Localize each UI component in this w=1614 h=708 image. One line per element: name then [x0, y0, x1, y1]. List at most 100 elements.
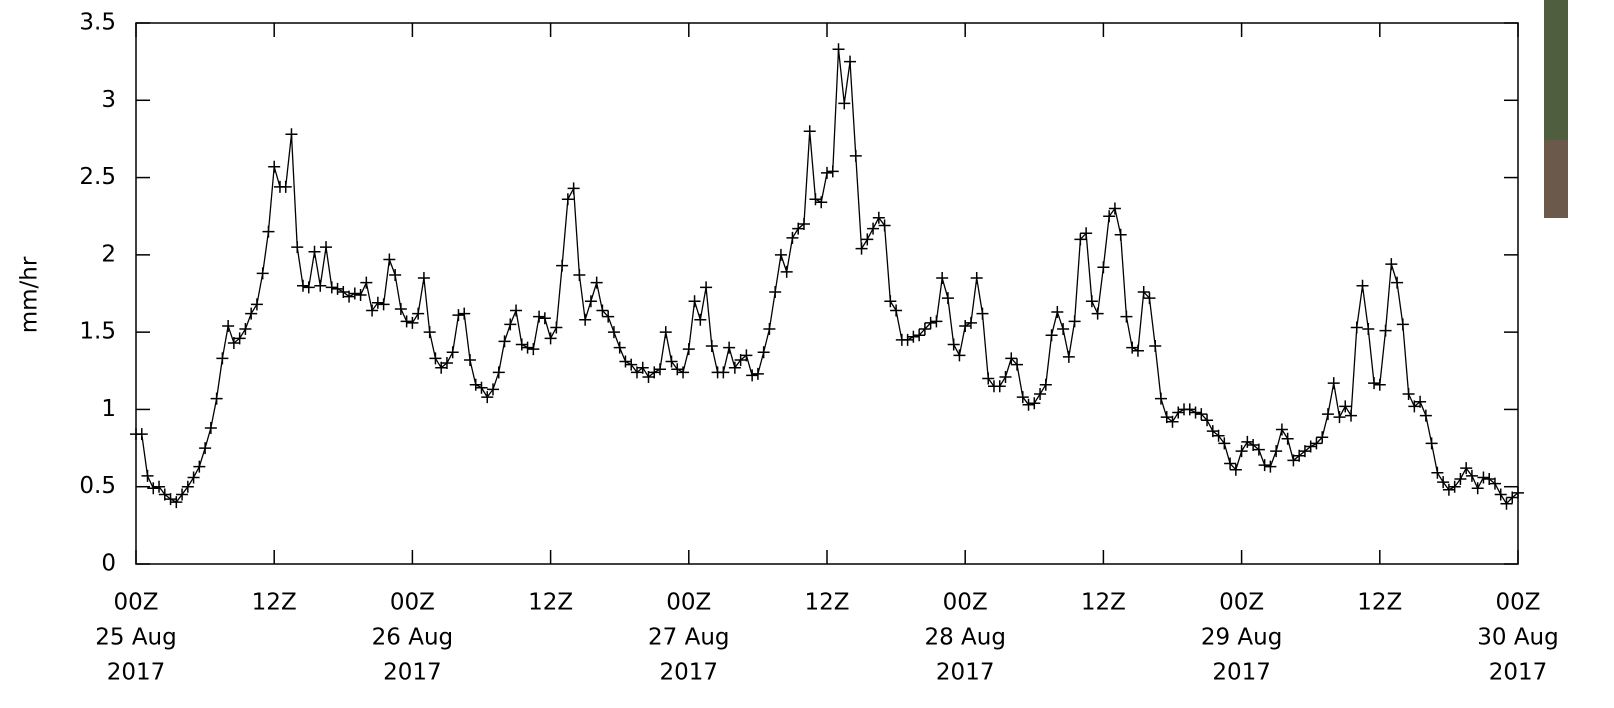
data-point — [964, 316, 977, 329]
data-point — [153, 480, 166, 493]
data-point — [1471, 482, 1484, 495]
data-point — [659, 326, 672, 339]
data-point — [878, 219, 891, 232]
x-tick-label: 00Z — [666, 590, 711, 616]
x-tick-label: 12Z — [1081, 590, 1126, 616]
data-point — [176, 488, 189, 501]
data-point — [1051, 306, 1064, 319]
data-point — [1345, 409, 1358, 422]
data-point — [625, 358, 638, 371]
data-point — [976, 307, 989, 320]
y-tick-label: 1 — [101, 396, 116, 422]
data-point — [1062, 350, 1075, 363]
data-point — [671, 363, 684, 376]
data-point — [884, 295, 897, 308]
data-point — [1011, 358, 1024, 371]
data-point — [1477, 471, 1490, 484]
data-point — [619, 355, 632, 368]
data-point — [510, 304, 523, 317]
data-point — [861, 233, 874, 246]
y-tick-label: 0.5 — [79, 473, 116, 499]
data-point — [222, 319, 235, 332]
data-point — [1252, 443, 1265, 456]
data-point — [688, 295, 701, 308]
series — [130, 43, 1524, 510]
data-point — [1074, 233, 1087, 246]
data-point — [394, 302, 407, 315]
data-point — [135, 428, 148, 441]
data-point — [210, 392, 223, 405]
data-point — [348, 287, 361, 300]
data-point — [1045, 329, 1058, 342]
data-point — [901, 333, 914, 346]
data-point — [1494, 488, 1507, 501]
data-point — [1057, 323, 1070, 336]
data-point — [199, 442, 212, 455]
data-point — [389, 268, 402, 281]
data-point — [1270, 445, 1283, 458]
x-tick-label: 12Z — [252, 590, 297, 616]
data-point — [504, 318, 517, 331]
y-tick-label: 0 — [101, 551, 116, 577]
data-point — [561, 193, 574, 206]
data-point — [584, 295, 597, 308]
data-point — [487, 383, 500, 396]
x-tick-label: 00Z — [390, 590, 435, 616]
data-point — [314, 279, 327, 292]
data-point — [947, 338, 960, 351]
data-point — [256, 267, 269, 280]
x-tick-label: 25 Aug — [95, 625, 177, 651]
data-point — [377, 298, 390, 311]
data-point — [527, 343, 540, 356]
data-point — [1022, 398, 1035, 411]
data-point — [769, 285, 782, 298]
data-point — [268, 160, 281, 173]
data-point — [320, 241, 333, 254]
data-point — [302, 281, 315, 294]
data-point — [1465, 469, 1478, 482]
data-point — [1304, 440, 1317, 453]
data-point — [1189, 406, 1202, 419]
data-point — [740, 349, 753, 362]
data-point — [786, 231, 799, 244]
data-point — [204, 421, 217, 434]
data-point — [700, 281, 713, 294]
data-point — [728, 361, 741, 374]
data-point — [1016, 391, 1029, 404]
data-point — [1091, 307, 1104, 320]
data-point — [544, 332, 557, 345]
y-tick-label: 1.5 — [79, 319, 116, 345]
data-point — [1149, 340, 1162, 353]
data-point — [826, 165, 839, 178]
data-point — [774, 248, 787, 261]
data-point — [250, 298, 263, 311]
data-point — [170, 496, 183, 509]
data-point — [907, 330, 920, 343]
data-point — [383, 253, 396, 266]
data-point — [291, 241, 304, 254]
data-point — [1166, 415, 1179, 428]
data-point — [941, 292, 954, 305]
data-point — [1131, 344, 1144, 357]
data-point — [308, 245, 321, 258]
data-point — [648, 366, 661, 379]
data-point — [1419, 409, 1432, 422]
data-point — [607, 326, 620, 339]
data-point — [705, 340, 718, 353]
data-point — [1339, 400, 1352, 413]
data-point — [803, 125, 816, 138]
data-point — [1005, 352, 1018, 365]
data-point — [187, 471, 200, 484]
data-point — [400, 315, 413, 328]
data-point — [993, 380, 1006, 393]
data-point — [872, 211, 885, 224]
data-point — [1488, 477, 1501, 490]
data-point — [573, 268, 586, 281]
data-point — [1454, 472, 1467, 485]
data-point — [1183, 403, 1196, 416]
data-point — [1500, 497, 1513, 510]
data-point — [1333, 411, 1346, 424]
data-point — [538, 312, 551, 325]
